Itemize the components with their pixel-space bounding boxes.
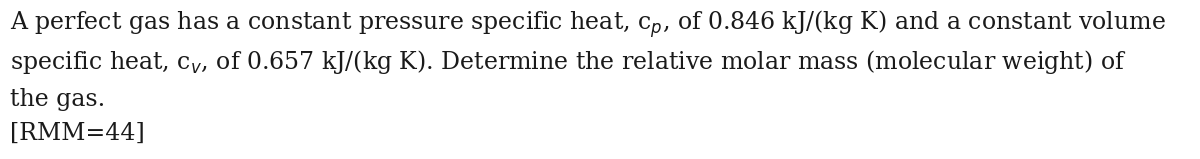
Text: specific heat, c$_{v}$, of 0.657 kJ/(kg K). Determine the relative molar mass (m: specific heat, c$_{v}$, of 0.657 kJ/(kg … bbox=[10, 48, 1127, 76]
Text: the gas.: the gas. bbox=[10, 88, 106, 111]
Text: A perfect gas has a constant pressure specific heat, c$_{p}$, of 0.846 kJ/(kg K): A perfect gas has a constant pressure sp… bbox=[10, 8, 1166, 40]
Text: [RMM=44]: [RMM=44] bbox=[10, 122, 145, 145]
